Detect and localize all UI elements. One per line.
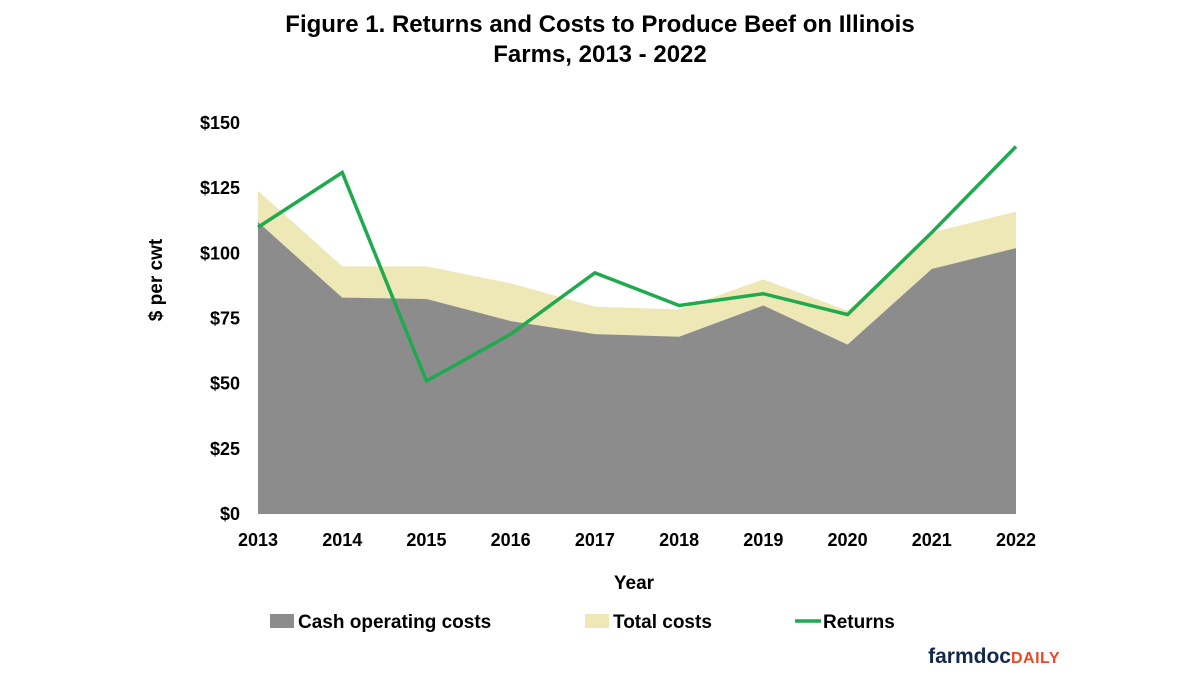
y-tick-label: $125: [200, 178, 240, 198]
x-tick-label: 2021: [912, 530, 952, 550]
logo-part-1: farmdoc: [928, 645, 1011, 668]
x-tick-label: 2017: [575, 530, 615, 550]
legend-label: Total costs: [613, 612, 712, 633]
y-axis-label: $ per cwt: [146, 238, 167, 321]
logo-part-2: DAILY: [1010, 650, 1060, 667]
y-tick-label: $0: [220, 504, 240, 524]
legend-label: Cash operating costs: [298, 612, 491, 633]
area-cash-operating-costs: [258, 222, 1016, 514]
x-tick-label: 2022: [996, 530, 1036, 550]
title-line-2: Farms, 2013 - 2022: [493, 41, 707, 68]
y-tick-label: $150: [200, 113, 240, 133]
x-tick-label: 2019: [743, 530, 783, 550]
x-tick-label: 2016: [491, 530, 531, 550]
y-tick-label: $100: [200, 243, 240, 263]
x-tick-label: 2020: [828, 530, 868, 550]
legend: Cash operating costs Total costs Returns: [270, 612, 895, 633]
x-tick-label: 2015: [406, 530, 446, 550]
legend-swatch: [270, 614, 294, 628]
y-tick-label: $25: [210, 439, 240, 459]
chart-title: Figure 1. Returns and Costs to Produce B…: [0, 10, 1200, 70]
line-returns: [257, 145, 1018, 384]
y-tick-label: $50: [210, 374, 240, 394]
x-axis-label: Year: [614, 573, 655, 594]
title-line-1: Figure 1. Returns and Costs to Produce B…: [285, 11, 915, 38]
legend-label: Returns: [823, 612, 895, 633]
x-tick-label: 2018: [659, 530, 699, 550]
farmdoc-daily-logo: farmdocDAILY: [928, 645, 1060, 669]
x-tick-label: 2014: [322, 530, 362, 550]
y-tick-label: $75: [210, 309, 240, 329]
x-tick-label: 2013: [238, 530, 278, 550]
legend-swatch: [585, 614, 609, 628]
